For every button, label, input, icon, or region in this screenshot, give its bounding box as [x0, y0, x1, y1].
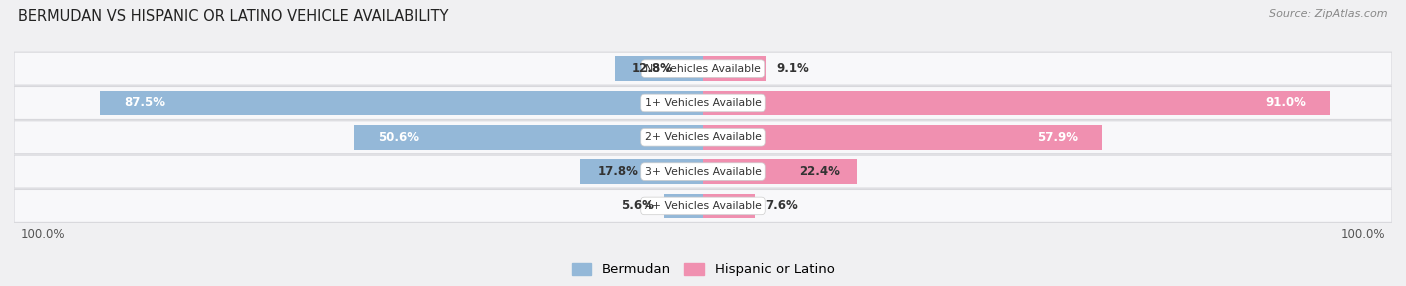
FancyBboxPatch shape: [14, 52, 1392, 85]
Text: 12.8%: 12.8%: [633, 62, 673, 75]
Bar: [703, 194, 755, 218]
Text: 87.5%: 87.5%: [124, 96, 166, 110]
Bar: [581, 159, 703, 184]
Bar: [703, 159, 858, 184]
Bar: [665, 194, 703, 218]
Text: 17.8%: 17.8%: [598, 165, 638, 178]
Text: 57.9%: 57.9%: [1036, 131, 1078, 144]
Text: 3+ Vehicles Available: 3+ Vehicles Available: [644, 167, 762, 176]
Legend: Bermudan, Hispanic or Latino: Bermudan, Hispanic or Latino: [567, 258, 839, 282]
Bar: [703, 125, 1102, 150]
FancyBboxPatch shape: [14, 86, 1392, 120]
Bar: [100, 91, 703, 115]
Text: 5.6%: 5.6%: [621, 199, 654, 212]
Text: 22.4%: 22.4%: [799, 165, 841, 178]
Text: 1+ Vehicles Available: 1+ Vehicles Available: [644, 98, 762, 108]
Bar: [354, 125, 703, 150]
Text: 9.1%: 9.1%: [776, 62, 808, 75]
Bar: [614, 56, 703, 81]
FancyBboxPatch shape: [14, 155, 1392, 188]
Bar: [703, 56, 766, 81]
Text: 4+ Vehicles Available: 4+ Vehicles Available: [644, 201, 762, 211]
Bar: [703, 91, 1330, 115]
FancyBboxPatch shape: [14, 189, 1392, 223]
Text: No Vehicles Available: No Vehicles Available: [645, 64, 761, 74]
Text: 2+ Vehicles Available: 2+ Vehicles Available: [644, 132, 762, 142]
Text: Source: ZipAtlas.com: Source: ZipAtlas.com: [1270, 9, 1388, 19]
Text: 100.0%: 100.0%: [1340, 228, 1385, 241]
Text: 100.0%: 100.0%: [21, 228, 66, 241]
Text: 91.0%: 91.0%: [1265, 96, 1306, 110]
FancyBboxPatch shape: [14, 121, 1392, 154]
Text: BERMUDAN VS HISPANIC OR LATINO VEHICLE AVAILABILITY: BERMUDAN VS HISPANIC OR LATINO VEHICLE A…: [18, 9, 449, 23]
Text: 50.6%: 50.6%: [378, 131, 419, 144]
Text: 7.6%: 7.6%: [766, 199, 799, 212]
